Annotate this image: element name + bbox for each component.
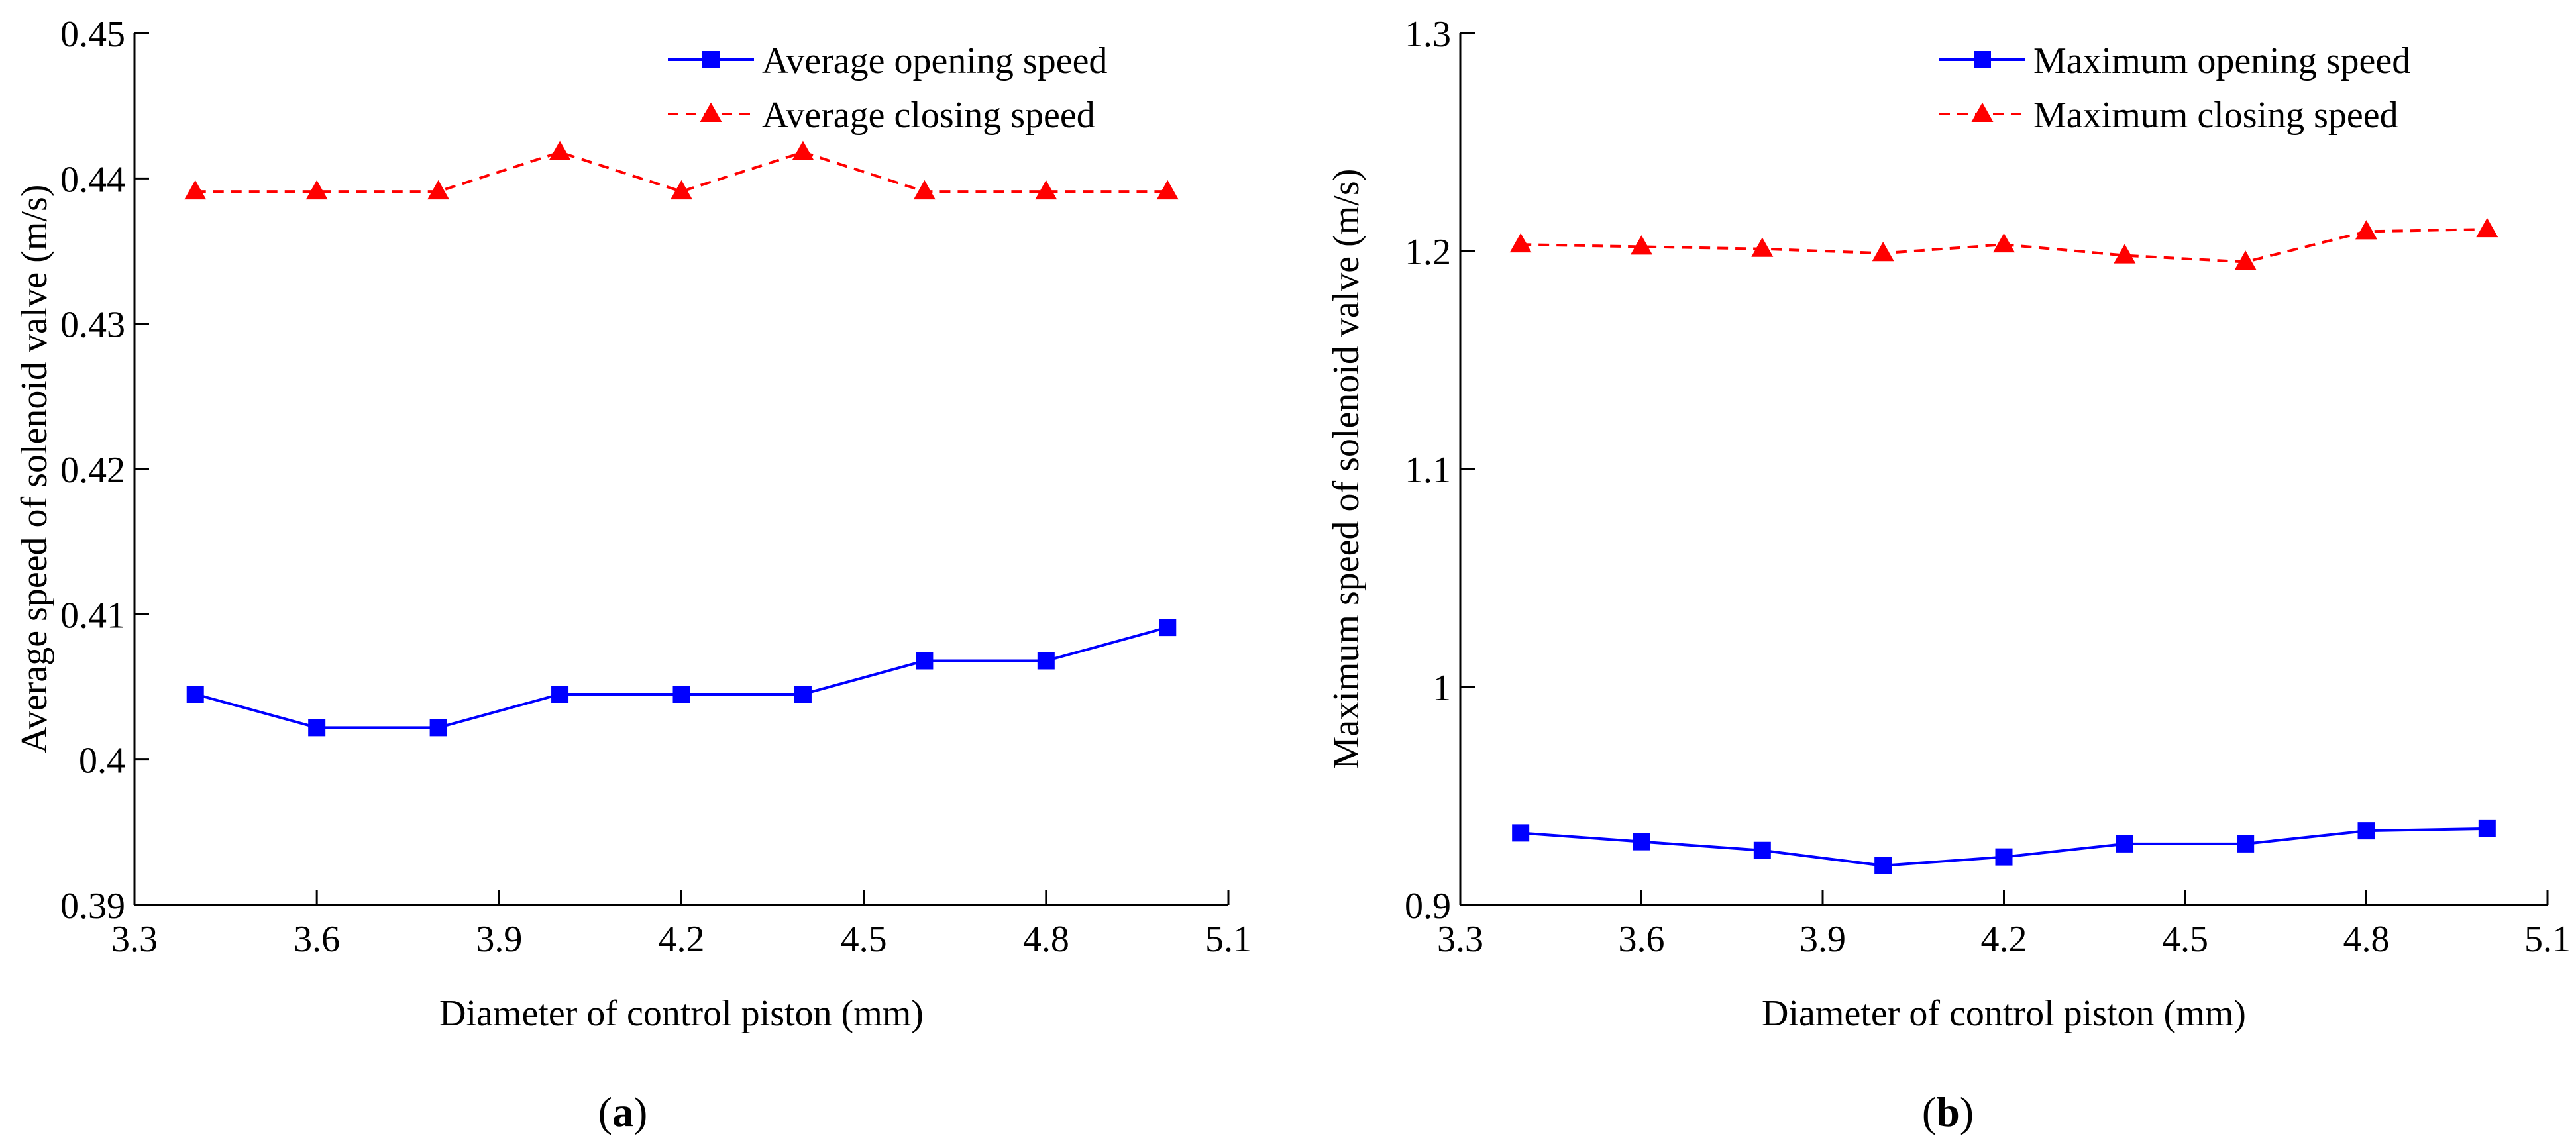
data-point-opening	[308, 719, 326, 737]
data-point-closing	[1035, 180, 1057, 200]
data-point-opening	[1159, 619, 1177, 637]
y-axis-label: Maximum speed of solenoid valve (m/s)	[1326, 169, 1367, 770]
panel-label-letter: a	[612, 1088, 633, 1135]
y-tick-label: 0.4	[79, 741, 125, 782]
data-point-opening	[794, 685, 812, 703]
panel-b: 0.9 1 1.1 1.2 1.3 3.3 3.6 3.9 4.2 4.5 4.8 5.1 Maxim…	[1326, 14, 2571, 1135]
panel-a-legend-entry-opening: Average opening speed	[668, 40, 1107, 81]
x-tick-label: 3.3	[1437, 919, 1483, 960]
data-point-closing	[305, 180, 328, 200]
legend-marker-triangle-icon	[700, 102, 722, 122]
data-point-opening	[2237, 835, 2255, 853]
panel-label-letter: b	[1936, 1088, 1960, 1135]
data-point-opening	[1995, 848, 2013, 866]
data-point-opening	[429, 719, 447, 737]
y-tick-label: 0.9	[1405, 886, 1451, 927]
data-point-closing	[1993, 233, 2015, 253]
data-point-opening	[1633, 833, 1650, 851]
data-point-closing	[671, 180, 692, 200]
panel-label: (a)	[598, 1088, 648, 1135]
data-point-opening	[2478, 819, 2496, 837]
x-tick-label: 4.5	[2162, 919, 2208, 960]
panel-b-legend-entry-opening: Maximum opening speed	[1939, 40, 2410, 81]
panel-a-legend: Average opening speed Average closing sp…	[668, 40, 1107, 136]
data-point-closing	[1509, 233, 1532, 253]
data-point-closing	[792, 140, 814, 160]
y-tick-label: 0.42	[60, 450, 125, 491]
panel-label: (b)	[1922, 1088, 1974, 1135]
legend-marker-triangle-icon	[1971, 102, 1994, 122]
data-point-opening	[2116, 835, 2133, 853]
data-point-opening	[551, 685, 569, 703]
x-axis-label: Diameter of control piston (mm)	[439, 993, 924, 1034]
data-point-opening	[1874, 857, 1892, 874]
data-point-closing	[913, 180, 936, 200]
legend-marker-square-icon	[702, 51, 720, 68]
data-point-opening	[916, 652, 934, 670]
y-tick-label: 0.43	[60, 305, 125, 346]
series-line-opening	[195, 626, 1168, 729]
x-tick-label: 4.5	[841, 919, 887, 960]
x-tick-label: 4.2	[659, 919, 705, 960]
data-point-opening	[2357, 822, 2375, 840]
data-point-closing	[427, 180, 450, 200]
data-point-closing	[549, 140, 571, 160]
x-tick-label: 5.1	[1205, 919, 1252, 960]
panel-a-plot-area: 0.39 0.4 0.41 0.42 0.43 0.44 0.45 3.3 3.6 3.9 4.2 4…	[60, 14, 1252, 960]
y-tick-label: 1.3	[1405, 14, 1451, 55]
x-tick-label: 3.3	[111, 919, 158, 960]
data-point-closing	[1156, 180, 1179, 200]
data-point-opening	[1037, 652, 1055, 670]
y-tick-label: 0.45	[60, 14, 125, 55]
legend-marker-square-icon	[1974, 51, 1991, 68]
panel-b-legend-entry-closing: Maximum closing speed	[1939, 95, 2398, 136]
data-point-closing	[2355, 220, 2377, 240]
series-line-closing	[195, 150, 1168, 193]
y-axis-label: Average speed of solenoid valve (m/s)	[14, 185, 55, 754]
x-tick-label: 5.1	[2524, 919, 2571, 960]
legend-label-closing: Average closing speed	[762, 95, 1095, 136]
data-point-closing	[2476, 217, 2498, 238]
legend-label-closing: Maximum closing speed	[2033, 95, 2398, 136]
x-tick-label: 4.8	[2343, 919, 2390, 960]
x-tick-label: 3.6	[1619, 919, 1665, 960]
data-point-closing	[2234, 250, 2257, 270]
y-tick-label: 0.41	[60, 595, 125, 636]
data-point-closing	[1751, 237, 1774, 257]
data-point-closing	[1631, 235, 1652, 255]
x-axis-label: Diameter of control piston (mm)	[1762, 993, 2246, 1034]
y-tick-label: 0.39	[60, 886, 125, 927]
legend-label-opening: Average opening speed	[762, 40, 1107, 81]
panel-a: 0.39 0.4 0.41 0.42 0.43 0.44 0.45 3.3 3.6 3.9 4.2 4…	[14, 14, 1252, 1135]
y-tick-label: 1.2	[1405, 232, 1451, 273]
data-point-closing	[1872, 242, 1894, 262]
x-tick-label: 4.8	[1023, 919, 1069, 960]
panel-b-legend: Maximum opening speed Maximum closing sp…	[1939, 40, 2410, 136]
data-point-opening	[672, 685, 690, 703]
data-point-opening	[1512, 824, 1530, 842]
x-tick-label: 3.9	[1799, 919, 1846, 960]
y-tick-label: 1.1	[1405, 450, 1451, 491]
data-point-closing	[184, 180, 207, 200]
legend-label-opening: Maximum opening speed	[2033, 40, 2410, 81]
data-point-opening	[186, 685, 204, 703]
y-tick-label: 1	[1432, 668, 1451, 709]
x-tick-label: 4.2	[1981, 919, 2027, 960]
x-tick-label: 3.9	[476, 919, 522, 960]
data-point-closing	[2114, 244, 2136, 264]
data-point-opening	[1753, 841, 1771, 859]
panel-b-plot-area: 0.9 1 1.1 1.2 1.3 3.3 3.6 3.9 4.2 4.5 4.8 5.1	[1405, 14, 2571, 960]
x-tick-label: 3.6	[294, 919, 340, 960]
y-tick-label: 0.44	[60, 159, 125, 200]
panel-a-legend-entry-closing: Average closing speed	[668, 95, 1095, 136]
